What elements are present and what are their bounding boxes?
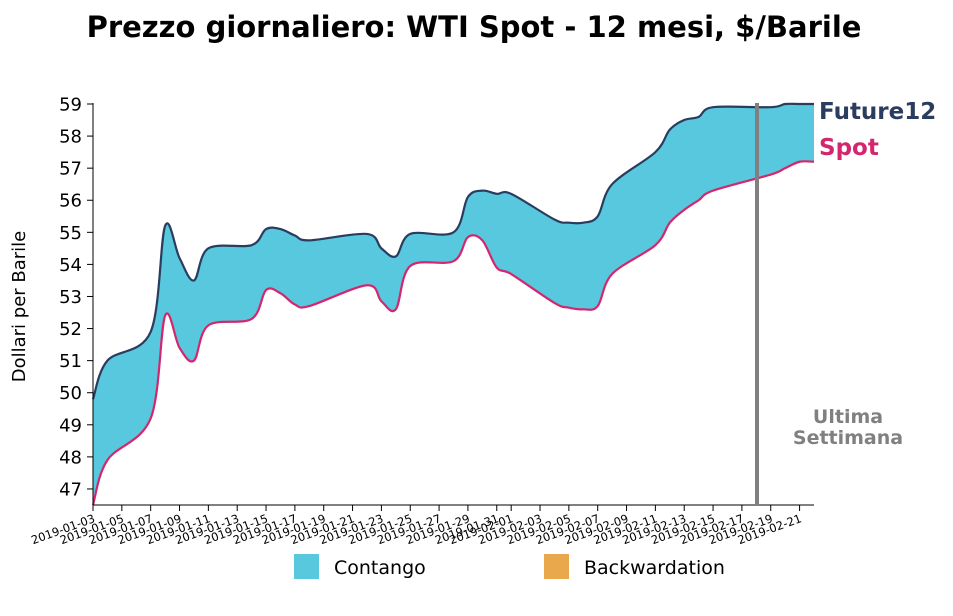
y-axis: 47 48 49 50 51 52 53 54 55 56 57 58 59 <box>59 95 94 505</box>
y-tick-label: 53 <box>59 287 82 308</box>
series-label-spot: Spot <box>819 135 879 161</box>
plot-area <box>91 102 815 506</box>
y-tick-label: 50 <box>59 383 82 404</box>
x-axis: 2019-01-032019-01-052019-01-072019-01-09… <box>29 504 814 547</box>
contango-fill-area <box>93 103 814 506</box>
y-tick-label: 47 <box>59 479 82 500</box>
y-tick-label: 58 <box>59 127 82 148</box>
y-axis-label: Dollari per Barile <box>9 231 30 383</box>
legend-label-contango: Contango <box>334 557 426 579</box>
legend-swatch-backwardation <box>544 554 569 579</box>
y-tick-label: 59 <box>59 95 82 116</box>
y-tick-label: 55 <box>59 223 82 244</box>
y-tick-label: 51 <box>59 351 82 372</box>
last-week-label: Ultima <box>813 406 883 428</box>
y-tick-label: 57 <box>59 159 82 180</box>
y-tick-label: 49 <box>59 415 82 436</box>
series-label-future12: Future12 <box>819 99 936 125</box>
y-tick-label: 48 <box>59 447 82 468</box>
last-week-label: Settimana <box>793 427 903 449</box>
legend-label-backwardation: Backwardation <box>584 557 725 579</box>
legend: Contango Backwardation <box>294 554 725 579</box>
spot-line <box>91 160 815 506</box>
chart-title: Prezzo giornaliero: WTI Spot - 12 mesi, … <box>87 10 862 44</box>
y-tick-label: 52 <box>59 319 82 340</box>
y-tick-label: 54 <box>59 255 82 276</box>
future12-line <box>91 102 814 400</box>
legend-swatch-contango <box>294 554 319 579</box>
y-tick-label: 56 <box>59 191 82 212</box>
